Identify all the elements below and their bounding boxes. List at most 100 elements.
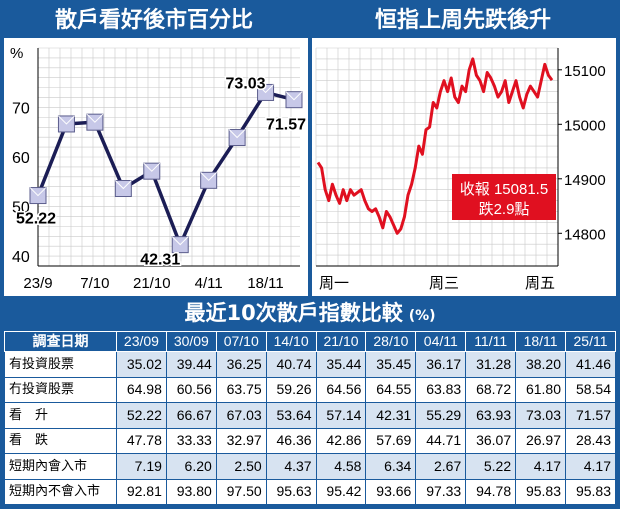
marker-bevel bbox=[58, 115, 75, 125]
table-cell: 95.83 bbox=[565, 478, 616, 505]
table-cell: 35.02 bbox=[116, 351, 167, 378]
right-chart-title: 恒指上周先跌後升 bbox=[374, 8, 551, 33]
y-tick-label: 15100 bbox=[564, 63, 606, 80]
x-tick-label: 4/11 bbox=[195, 275, 223, 292]
table-cell: 61.80 bbox=[515, 376, 567, 403]
row-label: 有投資股票 bbox=[4, 351, 117, 378]
table-cell: 28.43 bbox=[565, 427, 616, 454]
table-cell: 2.67 bbox=[415, 453, 467, 480]
row-label: 短期內會入市 bbox=[4, 453, 117, 480]
table-col-header: 14/10 bbox=[265, 331, 317, 352]
table-cell: 95.42 bbox=[315, 478, 367, 505]
table-cell: 71.57 bbox=[565, 402, 616, 429]
table-cell: 63.75 bbox=[215, 376, 267, 403]
table-cell: 73.03 bbox=[515, 402, 567, 429]
y-tick-label: 40 bbox=[12, 249, 30, 266]
table-cell: 32.97 bbox=[215, 427, 267, 454]
table-cell: 63.93 bbox=[465, 402, 517, 429]
x-tick-label: 21/10 bbox=[133, 275, 171, 292]
close-annotation-line1: 收報 15081.5 bbox=[460, 181, 548, 198]
x-tick-label: 18/11 bbox=[247, 275, 283, 292]
table-cell: 40.74 bbox=[265, 351, 317, 378]
table-title: 最近10次散戶指數比較 (%) bbox=[0, 296, 620, 330]
table-title-text: 最近10次散戶指數比較 bbox=[184, 301, 403, 325]
table-cell: 46.36 bbox=[265, 427, 317, 454]
table-cell: 4.58 bbox=[315, 453, 367, 480]
table-cell: 42.86 bbox=[315, 427, 367, 454]
marker-bevel bbox=[86, 113, 104, 123]
table-cell: 4.17 bbox=[515, 453, 567, 480]
close-annotation-line2: 跌2.9點 bbox=[479, 201, 530, 218]
table-cell: 93.66 bbox=[365, 478, 417, 505]
comparison-table: 調查日期 23/09 30/09 07/10 14/10 21/10 28/10… bbox=[4, 331, 616, 505]
table-cell: 97.50 bbox=[215, 478, 267, 505]
x-tick-label: 7/10 bbox=[80, 275, 109, 292]
table-cell: 47.78 bbox=[116, 427, 167, 454]
y-tick-label: 14900 bbox=[564, 172, 606, 189]
y-axis-unit: % bbox=[10, 45, 23, 62]
table-title-unit: (%) bbox=[408, 308, 436, 324]
table-row: 看 升 52.22 66.67 67.03 53.64 57.14 42.31 55.29 63… bbox=[4, 402, 616, 429]
table-cell: 64.55 bbox=[365, 376, 417, 403]
row-label: 看 升 bbox=[4, 402, 117, 429]
table-cell: 53.64 bbox=[265, 402, 317, 429]
table-row: 有投資股票 35.02 39.44 36.25 40.74 35.44 35.45 36.17… bbox=[4, 351, 616, 378]
sentiment-line-chart: 40 50 60 70% 23/9 7/10 21/10 4/11 18/11 52.22 42.3… bbox=[4, 38, 308, 296]
table-cell: 94.78 bbox=[465, 478, 517, 505]
marker-bevel bbox=[228, 129, 246, 139]
y-tick-label: 14800 bbox=[564, 226, 606, 243]
marker-bevel bbox=[285, 91, 303, 101]
table-cell: 97.33 bbox=[415, 478, 467, 505]
table-cell: 33.33 bbox=[165, 427, 217, 454]
table-header-label: 調查日期 bbox=[4, 331, 117, 352]
table-cell: 6.34 bbox=[365, 453, 417, 480]
table-cell: 5.22 bbox=[465, 453, 517, 480]
table-cell: 64.98 bbox=[116, 376, 167, 403]
x-tick-label: 周一 bbox=[319, 275, 349, 292]
table-cell: 60.56 bbox=[165, 376, 217, 403]
close-annotation-box bbox=[452, 174, 556, 220]
x-tick-label: 周三 bbox=[429, 275, 459, 292]
table-cell: 42.31 bbox=[365, 402, 417, 429]
table-cell: 95.83 bbox=[515, 478, 567, 505]
y-tick-label: 50 bbox=[12, 200, 30, 217]
table-cell: 67.03 bbox=[215, 402, 267, 429]
x-tick-label: 23/9 bbox=[23, 275, 52, 292]
table-cell: 44.71 bbox=[415, 427, 467, 454]
table-cell: 41.46 bbox=[565, 351, 616, 378]
table-cell: 57.14 bbox=[315, 402, 367, 429]
data-label: 73.03 bbox=[226, 75, 266, 92]
table-cell: 6.20 bbox=[165, 453, 217, 480]
left-chart-title: 散戶看好後市百分比 bbox=[54, 8, 253, 33]
table-row: 看 跌 47.78 33.33 32.97 46.36 42.86 57.69 44.71 36… bbox=[4, 427, 616, 454]
marker-bevel bbox=[257, 84, 274, 94]
sentiment-series-line bbox=[36, 90, 295, 247]
table-col-header: 23/09 bbox=[116, 331, 167, 352]
table-cell: 39.44 bbox=[165, 351, 217, 378]
table-row: 短期內不會入市 92.81 93.80 97.50 95.63 95.42 93.66 97.… bbox=[4, 478, 616, 505]
table-cell: 93.80 bbox=[165, 478, 217, 505]
table-cell: 7.19 bbox=[116, 453, 167, 480]
table-col-header: 30/09 bbox=[165, 331, 217, 352]
table-header-row: 調查日期 23/09 30/09 07/10 14/10 21/10 28/10… bbox=[4, 331, 616, 352]
table-cell: 38.20 bbox=[515, 351, 567, 378]
data-label: 52.22 bbox=[16, 211, 56, 228]
table-col-header: 11/11 bbox=[465, 331, 517, 352]
table-cell: 31.28 bbox=[465, 351, 517, 378]
table-col-header: 18/11 bbox=[515, 331, 567, 352]
table-cell: 92.81 bbox=[116, 478, 167, 505]
row-label: 看 跌 bbox=[4, 427, 117, 454]
table-cell: 63.83 bbox=[415, 376, 467, 403]
y-tick-label: 15000 bbox=[564, 117, 606, 134]
table-cell: 66.67 bbox=[165, 402, 217, 429]
table-col-header: 28/10 bbox=[365, 331, 417, 352]
marker-bevel bbox=[29, 187, 47, 197]
table-cell: 64.56 bbox=[315, 376, 367, 403]
table-cell: 58.54 bbox=[565, 376, 616, 403]
table-cell: 57.69 bbox=[365, 427, 417, 454]
data-label: 42.31 bbox=[140, 252, 180, 269]
index-series-line bbox=[316, 57, 554, 235]
table-cell: 36.25 bbox=[215, 351, 267, 378]
table-cell: 52.22 bbox=[116, 402, 167, 429]
